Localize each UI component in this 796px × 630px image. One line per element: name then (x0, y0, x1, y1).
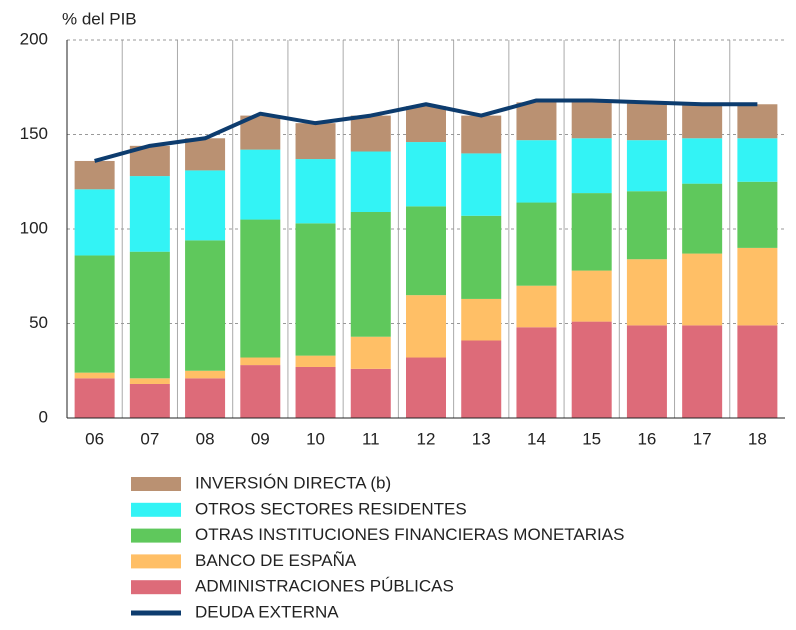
bar-segment (295, 355, 336, 367)
legend-label: BANCO DE ESPAÑA (195, 551, 357, 570)
legend-swatch (131, 554, 181, 569)
bar-segment (406, 295, 446, 358)
bar-segment (350, 336, 391, 369)
y-tick-label: 50 (29, 313, 48, 332)
bar-segment (295, 159, 336, 224)
legend-swatch (131, 477, 181, 491)
legend-label: OTRAS INSTITUCIONES FINANCIERAS MONETARI… (195, 525, 624, 544)
bar-segment (626, 325, 667, 418)
line (94, 98, 758, 163)
legend-label: ADMINISTRACIONES PÚBLICAS (195, 577, 454, 596)
bar-segment (737, 247, 778, 326)
x-tick-label: 17 (693, 429, 712, 448)
bar-segment (129, 176, 170, 252)
x-tick-label: 14 (527, 429, 546, 448)
bar-segment (350, 115, 391, 152)
bar-segment (682, 183, 723, 254)
bar-segment (516, 140, 557, 203)
bar-segment (461, 153, 502, 216)
y-tick-label: 200 (20, 29, 48, 48)
y-axis-label: % del PIB (62, 9, 137, 28)
bar-segment (571, 321, 612, 418)
x-tick-label: 09 (251, 429, 270, 448)
bar-segment (129, 251, 170, 379)
bar-segment (406, 142, 446, 207)
legend-swatch (131, 580, 181, 595)
bar-segment (185, 240, 226, 371)
bar-segment (571, 193, 612, 271)
legend-swatch (131, 502, 181, 517)
x-tick-label: 12 (417, 429, 436, 448)
y-tick-label: 0 (39, 407, 48, 426)
legend-swatch (131, 528, 181, 543)
bar-segment (682, 325, 723, 418)
bar-segment (461, 298, 502, 341)
bar-segment (516, 202, 557, 286)
bar-segment (461, 115, 502, 154)
legend-label: OTROS SECTORES RESIDENTES (195, 499, 467, 518)
bar-segment (129, 383, 170, 418)
bar-segment (74, 160, 115, 190)
bar-segment (74, 378, 115, 418)
bar-segment (240, 357, 281, 366)
y-tick-label: 100 (20, 218, 48, 237)
bar-segment (295, 123, 336, 160)
legend-swatch (131, 610, 181, 616)
bar-segment (129, 378, 170, 384)
bar-segment (516, 285, 557, 328)
bar-segment (240, 219, 281, 358)
bar-segment (682, 138, 723, 184)
bar-segment (571, 100, 612, 139)
bar-segment (461, 215, 502, 299)
x-tick-label: 06 (85, 429, 104, 448)
bar-segment (240, 365, 281, 418)
bar-segment (737, 138, 778, 182)
x-tick-label: 08 (196, 429, 215, 448)
x-tick-label: 16 (637, 429, 656, 448)
x-tick-label: 15 (582, 429, 601, 448)
bar-segment (406, 206, 446, 296)
bar-segment (185, 370, 226, 379)
bar-segment (516, 102, 557, 141)
bar-segment (74, 189, 115, 256)
bar-segment (350, 151, 391, 212)
x-tick-label: 18 (748, 429, 767, 448)
bar-segment (626, 102, 667, 141)
bar-segment (682, 104, 723, 139)
x-tick-label: 10 (306, 429, 325, 448)
bar-segment (461, 340, 502, 418)
bar-segment (626, 259, 667, 326)
bar-segment (185, 170, 226, 241)
bar-segment (185, 378, 226, 418)
bar-segment (295, 366, 336, 418)
bar-segment (350, 368, 391, 418)
bar-segment (295, 223, 336, 356)
bar-segment (185, 138, 226, 171)
bar-segment (406, 106, 446, 143)
bar-segment (74, 372, 115, 379)
bar-segment (350, 211, 391, 337)
x-tick-label: 11 (362, 429, 380, 448)
bar-segment (406, 357, 446, 418)
legend-label: INVERSIÓN DIRECTA (b) (195, 473, 391, 492)
bar-segment (240, 149, 281, 220)
bar-segment (737, 325, 778, 418)
bar-segment (571, 270, 612, 322)
bar-segment (626, 191, 667, 260)
bar-segment (571, 138, 612, 194)
y-tick-label: 150 (20, 124, 48, 143)
bar-segment (737, 104, 778, 139)
bar-segment (682, 253, 723, 326)
bar-segment (74, 255, 115, 373)
legend-label: DEUDA EXTERNA (195, 602, 339, 621)
x-tick-label: 07 (140, 429, 159, 448)
bar-segment (737, 181, 778, 248)
bar-segment (516, 327, 557, 418)
x-tick-label: 13 (472, 429, 491, 448)
bar-segment (626, 140, 667, 192)
